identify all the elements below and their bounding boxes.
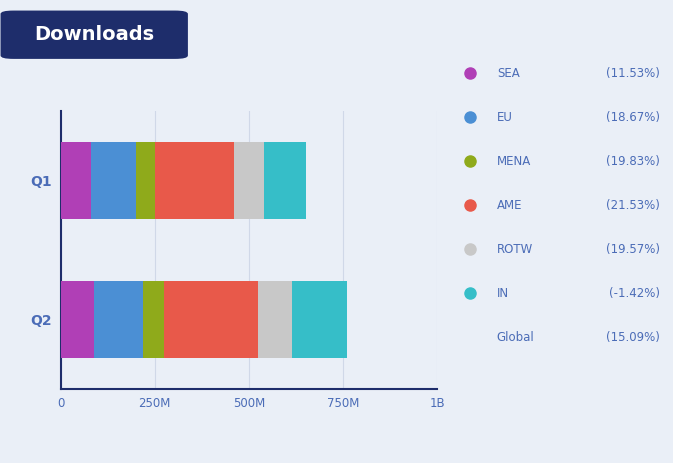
Bar (258, 281, 292, 357)
Text: IN: IN (497, 287, 509, 300)
Bar (94, 281, 143, 357)
Bar (61, 143, 91, 219)
Bar (155, 143, 234, 219)
Text: Downloads: Downloads (34, 25, 154, 44)
Text: ROTW: ROTW (497, 243, 533, 256)
Bar (143, 281, 164, 357)
Text: (19.57%): (19.57%) (606, 243, 660, 256)
Text: MENA: MENA (497, 155, 531, 168)
Text: SEA: SEA (497, 67, 520, 80)
Text: AME: AME (497, 199, 522, 212)
Bar (61, 281, 94, 357)
Bar (136, 143, 155, 219)
Bar (292, 281, 347, 357)
Text: (15.09%): (15.09%) (606, 331, 660, 344)
Text: (-1.42%): (-1.42%) (608, 287, 660, 300)
Text: (18.67%): (18.67%) (606, 111, 660, 124)
Text: Global: Global (497, 331, 534, 344)
Bar (264, 143, 306, 219)
FancyBboxPatch shape (1, 11, 188, 59)
Bar (91, 143, 136, 219)
Bar (164, 281, 258, 357)
Bar (234, 143, 264, 219)
Text: EU: EU (497, 111, 513, 124)
Text: (21.53%): (21.53%) (606, 199, 660, 212)
Text: (19.83%): (19.83%) (606, 155, 660, 168)
Text: (11.53%): (11.53%) (606, 67, 660, 80)
